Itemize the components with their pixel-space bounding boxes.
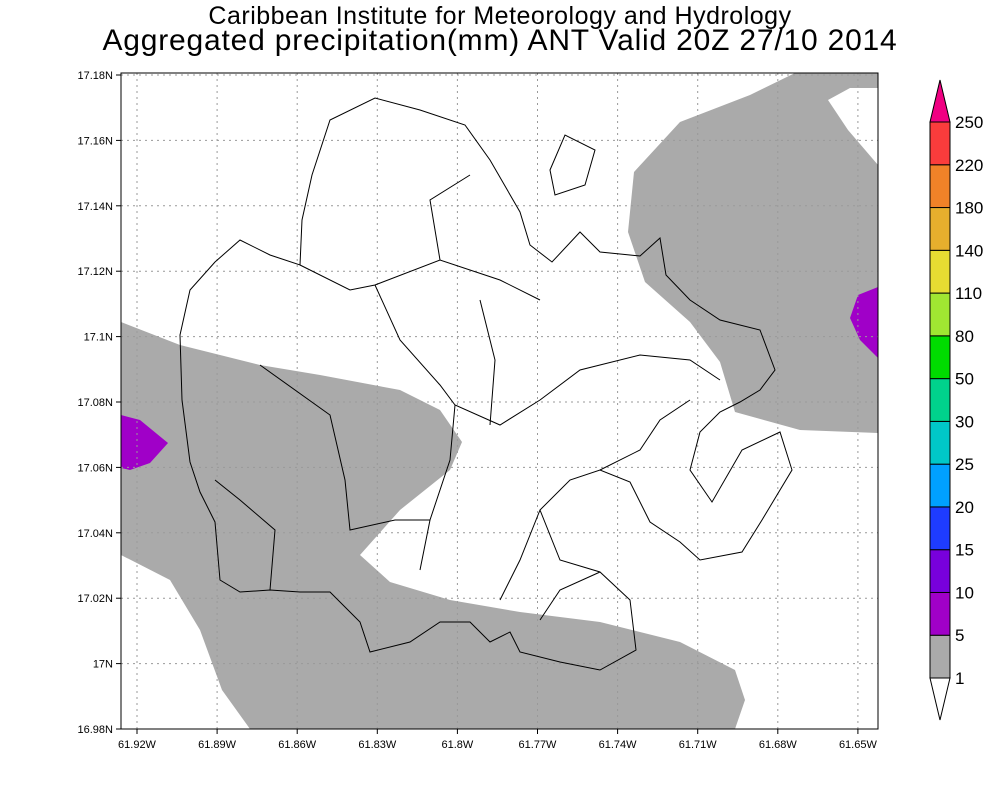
longitude-axis: 61.92W 61.89W 61.86W 61.83W 61.8W 61.77W 61.74… [118,729,877,751]
lat-tick-label: 17.04N [78,528,114,540]
precipitation-shading [121,73,878,729]
lat-tick-label: 17.02N [78,593,114,605]
lon-tick-label: 61.86W [278,739,317,751]
colorbar-label: 110 [955,284,982,303]
lon-tick-label: 61.74W [599,739,638,751]
colorbar-label: 1 [955,669,964,688]
shade-gray-sw [121,322,745,729]
colorbar-label: 50 [955,370,974,389]
colorbar-band-140-180 [929,207,951,251]
colorbar-band-1-5 [929,634,951,679]
lat-tick-label: 17.06N [78,462,114,474]
shade-gray-ne [628,73,878,433]
colorbar-label: 180 [955,199,983,218]
lat-tick-label: 17.1N [84,332,113,344]
colorbar-label: 20 [955,498,974,517]
lon-tick-label: 61.68W [759,739,798,751]
shade-purple-e [850,287,878,358]
colorbar-band-15-20 [929,506,951,551]
colorbar-band-180-220 [929,164,951,209]
colorbar-band-25-30 [929,420,951,465]
lat-tick-label: 17.14N [78,201,114,213]
lon-tick-label: 61.92W [118,739,157,751]
lon-tick-label: 61.8W [442,739,474,751]
colorbar-label: 10 [955,583,974,602]
lat-tick-label: 17.12N [78,266,114,278]
colorbar-band-20-25 [929,463,951,508]
island-outline [179,97,793,671]
colorbar-lower-triangle [929,677,951,721]
colorbar-band-50-80 [929,335,951,380]
lat-tick-label: 17.16N [78,135,114,147]
shade-purple-w [121,415,168,470]
title-line-1: Caribbean Institute for Meteorology and … [208,2,792,30]
lon-tick-label: 61.83W [358,739,397,751]
colorbar-band-5-10 [929,591,951,636]
colorbar-band-30-50 [929,378,951,422]
lon-tick-label: 61.71W [679,739,718,751]
colorbar-band-10-15 [929,549,951,593]
lat-tick-label: 17.18N [78,70,114,82]
lat-tick-label: 17N [93,659,113,671]
lat-tick-label: 17.08N [78,397,114,409]
grid-lines [121,73,878,730]
colorbar-label: 140 [955,241,983,260]
lon-tick-label: 61.89W [198,739,237,751]
colorbar-label: 15 [955,541,974,560]
lon-tick-label: 61.77W [519,739,558,751]
colorbar-label: 30 [955,412,974,431]
colorbar-band-220-250 [929,121,951,166]
colorbar-upper-triangle [929,79,951,123]
colorbar-label: 80 [955,327,974,346]
colorbar-band-110-140 [929,249,951,294]
colorbar-label: 25 [955,455,974,474]
colorbar-band-80-110 [929,292,951,337]
colorbar-label: 5 [955,626,964,645]
lat-tick-label: 16.98N [78,724,114,736]
colorbar-label: 250 [955,113,983,132]
title-line-2: Aggregated precipitation(mm) ANT Valid 2… [102,24,898,57]
colorbar-label: 220 [955,156,983,175]
latitude-axis: 17.18N 17.16N 17.14N 17.12N 17.1N 17.08N 17.06… [78,70,121,736]
lon-tick-label: 61.65W [839,739,878,751]
plot-frame [120,72,879,730]
